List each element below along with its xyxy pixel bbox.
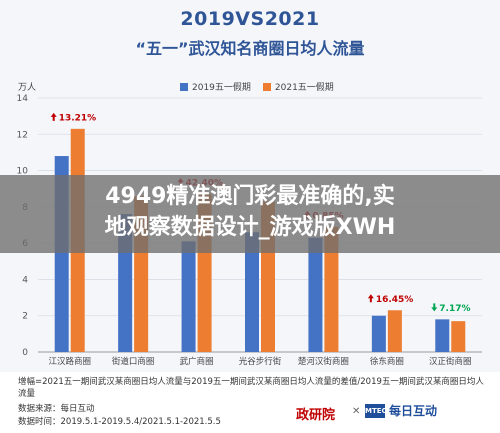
y-axis-unit: 万人 — [18, 83, 37, 93]
y-tick-label: 0 — [22, 348, 28, 358]
legend-swatch-2019 — [180, 82, 188, 91]
legend-item-2021: 2021五一假期 — [262, 80, 334, 93]
overlay-line-1: 4949精准澳门彩最准确的,实 — [105, 184, 395, 209]
bar-2021 — [324, 226, 339, 352]
data-source: 数据来源：每日互动 — [18, 404, 95, 414]
bar-2019 — [245, 232, 259, 352]
arrow-up-icon — [367, 294, 374, 303]
growth-label: 7.17% — [439, 304, 470, 314]
y-tick-label: 4 — [22, 275, 28, 285]
x-tick-label: 光谷步行街 — [239, 356, 282, 367]
legend-label-2019: 2019五一假期 — [192, 83, 251, 93]
y-tick-label: 10 — [17, 167, 29, 177]
growth-label: 13.21% — [59, 113, 97, 123]
bar-2021 — [451, 321, 466, 352]
mtech-logo-icon: MTECH — [365, 403, 393, 418]
footnote: 增幅=2021五一期间武汉某商圈日均人流量与2019五一期间武汉某商圈日均人流量… — [18, 377, 484, 399]
legend: 2019五一假期 2021五一假期 — [180, 80, 334, 93]
legend-item-2019: 2019五一假期 — [180, 80, 251, 93]
bar-2019 — [308, 237, 323, 352]
x-tick-label: 汉正街商圈 — [429, 356, 472, 367]
growth-label: 16.45% — [376, 295, 414, 305]
brand-meirihudong: MTECH 每日互动 — [365, 402, 437, 419]
x-tick-label: 徐东商圈 — [370, 356, 404, 367]
overlay-line-2: 地观察数据设计_游戏版XWH — [104, 215, 396, 240]
chart-subtitle: “五一”武汉知名商圈日均人流量 — [135, 39, 365, 58]
x-tick-label: 江汉路商圈 — [48, 356, 91, 367]
legend-swatch-2021 — [262, 82, 271, 91]
y-tick-label: 14 — [17, 94, 29, 104]
brand-zhengyanyuan: 政研院 — [296, 408, 336, 423]
arrow-up-icon — [50, 112, 57, 121]
y-tick-label: 12 — [17, 130, 28, 140]
text-overlay-band — [0, 175, 500, 253]
brand-separator: ✕ — [352, 406, 361, 417]
y-tick-label: 2 — [22, 312, 28, 322]
x-tick-label: 武广商圈 — [180, 356, 214, 367]
footer — [0, 372, 500, 433]
x-tick-label: 街道口商圈 — [112, 356, 155, 367]
arrow-down-icon — [431, 303, 438, 312]
legend-label-2021: 2021五一假期 — [274, 83, 334, 93]
x-tick-label: 楚河汉街商圈 — [298, 356, 349, 367]
bar-2019 — [371, 315, 386, 352]
bar-2021 — [387, 310, 402, 352]
bar-2019 — [181, 241, 196, 352]
data-period: 数据时间：2019.5.1-2019.5.4/2021.5.1-2021.5.5 — [18, 417, 221, 427]
bar-2019 — [435, 319, 450, 352]
overlay-text: 4949精准澳门彩最准确的,实 地观察数据设计_游戏版XWH — [0, 181, 500, 243]
brand-meirihudong-text: 每日互动 — [389, 404, 438, 418]
chart-title: 2019VS2021 — [180, 8, 320, 30]
